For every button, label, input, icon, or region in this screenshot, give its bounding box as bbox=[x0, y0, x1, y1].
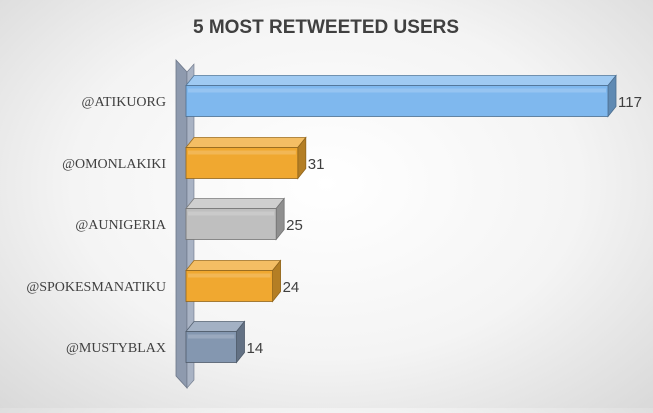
value-label: 31 bbox=[308, 156, 325, 173]
axis-wall-panel bbox=[175, 58, 188, 390]
bar bbox=[185, 74, 617, 118]
bar-front-face bbox=[185, 208, 277, 240]
bar bbox=[185, 136, 307, 180]
bar-front-face bbox=[185, 331, 237, 363]
bar-highlight bbox=[188, 150, 296, 155]
category-label: @ATIKUORG bbox=[82, 95, 166, 110]
bar-highlight bbox=[188, 211, 275, 216]
bar-highlight bbox=[188, 88, 606, 93]
bar-highlight bbox=[188, 334, 235, 339]
bar-top-face bbox=[185, 321, 246, 332]
value-label: 25 bbox=[286, 217, 303, 234]
bar-front-face bbox=[185, 85, 609, 117]
bar bbox=[185, 320, 246, 364]
bar-top-face bbox=[185, 137, 307, 148]
bar-highlight bbox=[188, 273, 271, 278]
bar-front-face bbox=[185, 270, 273, 302]
bar bbox=[185, 197, 286, 241]
category-label: @AUNIGERIA bbox=[75, 218, 167, 233]
category-label: @SPOKESMANATIKU bbox=[26, 280, 166, 295]
chart-title: 5 MOST RETWEETED USERS bbox=[193, 17, 459, 38]
value-label: 117 bbox=[618, 94, 642, 111]
value-label: 24 bbox=[283, 279, 300, 296]
bar bbox=[185, 259, 282, 303]
bar-top-face bbox=[185, 198, 286, 209]
category-label: @MUSTYBLAX bbox=[66, 341, 166, 356]
bars-group bbox=[185, 74, 617, 364]
value-label: 14 bbox=[246, 340, 263, 357]
bar-front-face bbox=[185, 147, 299, 179]
bar-top-face bbox=[185, 260, 282, 271]
category-label: @OMONLAKIKI bbox=[62, 157, 166, 172]
value-labels: 117 31 25 24 14 bbox=[246, 94, 641, 357]
category-labels: @ATIKUORG @OMONLAKIKI @AUNIGERIA @SPOKESMAN… bbox=[26, 95, 167, 356]
bar-top-face bbox=[185, 75, 617, 86]
